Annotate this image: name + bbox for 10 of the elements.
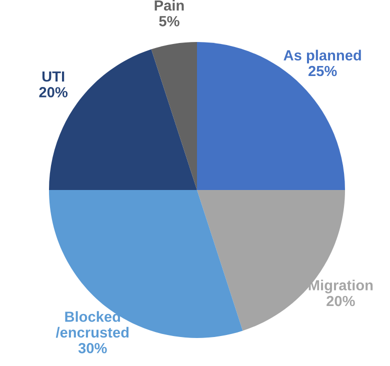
data-label: 20% xyxy=(39,87,68,98)
slice-label: Migration xyxy=(308,280,373,294)
data-label: 30% xyxy=(78,342,107,354)
slice-label: UTI xyxy=(42,71,64,82)
slice-label: Blocked /encrusted xyxy=(56,311,129,338)
data-label: 25% xyxy=(308,66,337,76)
slice-label: As planned xyxy=(284,50,361,64)
data-label: 20% xyxy=(326,296,355,306)
slice-label: Pain xyxy=(154,0,184,11)
data-label: 5% xyxy=(159,16,180,26)
